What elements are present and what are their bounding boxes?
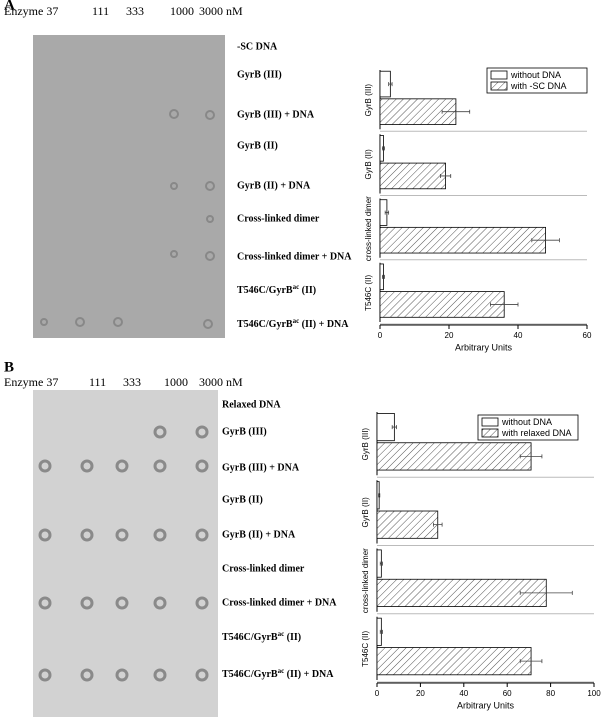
lane-label: 111 bbox=[92, 4, 109, 18]
bar bbox=[376, 647, 532, 676]
error-bar bbox=[531, 238, 560, 243]
error-bar bbox=[490, 302, 519, 307]
row-label: GyrB (III) bbox=[237, 69, 282, 80]
row-label-tail: (II) bbox=[284, 632, 301, 643]
x-tick-label: 40 bbox=[459, 689, 468, 698]
legend-label: without DNA bbox=[510, 70, 561, 80]
bar bbox=[376, 510, 439, 539]
legend-label: with -SC DNA bbox=[510, 81, 567, 91]
row-label: GyrB (II) + DNA bbox=[222, 529, 296, 540]
bar bbox=[379, 291, 505, 318]
error-bar bbox=[382, 274, 385, 279]
row-label: T546C/GyrBac (II) + DNA bbox=[237, 317, 349, 331]
legend-label: without DNA bbox=[501, 417, 552, 427]
bar bbox=[376, 413, 395, 442]
lane-label: 3000 nM bbox=[199, 375, 243, 389]
row-label: Cross-linked dimer bbox=[222, 563, 305, 574]
row-label-tail: (II) bbox=[299, 285, 316, 296]
lane-label: Enzyme 37 bbox=[4, 375, 58, 389]
category-label: cross-linked dimer bbox=[364, 196, 373, 261]
panel-label: B bbox=[4, 359, 14, 375]
lane-label: 333 bbox=[123, 375, 141, 389]
legend-swatch bbox=[481, 428, 499, 438]
row-label: T546C/GyrBac (II) bbox=[237, 283, 316, 297]
row-label: GyrB (III) + DNA bbox=[222, 462, 300, 473]
panel-label: A bbox=[4, 0, 15, 13]
x-tick-label: 0 bbox=[378, 331, 383, 340]
row-label-text: T546C/GyrB bbox=[222, 632, 278, 643]
error-bar bbox=[519, 659, 543, 664]
error-bar bbox=[441, 109, 471, 114]
lane-label: Enzyme 37 bbox=[4, 4, 58, 18]
row-label: GyrB (III) + DNA bbox=[237, 109, 315, 120]
category-label: T546C (II) bbox=[361, 631, 370, 667]
blot-dots bbox=[40, 109, 215, 329]
bar bbox=[379, 162, 446, 190]
row-label: GyrB (III) bbox=[222, 426, 267, 437]
category-label: T546C (II) bbox=[364, 275, 373, 311]
category-label: GyrB (II) bbox=[361, 497, 370, 528]
x-tick-label: 20 bbox=[416, 689, 425, 698]
row-label-text: T546C/GyrB bbox=[237, 285, 293, 296]
x-tick-label: 60 bbox=[583, 331, 592, 340]
legend-label: with relaxed DNA bbox=[501, 428, 572, 438]
category-label: GyrB (III) bbox=[361, 428, 370, 461]
category-label: cross-linked dimer bbox=[361, 548, 370, 613]
lane-label: 111 bbox=[89, 375, 106, 389]
bar bbox=[379, 226, 547, 254]
error-bar bbox=[378, 493, 381, 498]
lane-label: 333 bbox=[126, 4, 144, 18]
bar bbox=[376, 578, 547, 607]
error-bar bbox=[433, 522, 443, 527]
row-label: Relaxed DNA bbox=[222, 399, 281, 410]
lane-label: 1000 bbox=[164, 375, 188, 389]
row-label: T546C/GyrBac (II) + DNA bbox=[222, 667, 334, 681]
x-tick-label: 100 bbox=[587, 689, 601, 698]
row-label: GyrB (II) bbox=[222, 494, 263, 505]
legend-swatch bbox=[490, 81, 508, 91]
error-bar bbox=[519, 454, 543, 459]
x-tick-label: 40 bbox=[514, 331, 523, 340]
error-bar bbox=[388, 82, 393, 87]
error-bar bbox=[439, 173, 452, 178]
row-label-sup: ac bbox=[293, 283, 300, 291]
blot-membrane bbox=[33, 390, 218, 717]
row-label: GyrB (II) + DNA bbox=[237, 180, 311, 191]
error-bar bbox=[379, 561, 383, 566]
category-label: GyrB (II) bbox=[364, 149, 373, 180]
blot-membrane bbox=[33, 35, 225, 338]
error-bar bbox=[379, 629, 383, 634]
x-tick-label: 20 bbox=[445, 331, 454, 340]
row-label-sup: ac bbox=[278, 630, 285, 638]
error-bar bbox=[384, 210, 390, 215]
x-tick-label: 80 bbox=[546, 689, 555, 698]
row-label: Cross-linked dimer + DNA bbox=[222, 597, 337, 608]
error-bar bbox=[382, 146, 385, 151]
row-label-sup: ac bbox=[278, 667, 285, 675]
lane-label: 3000 nM bbox=[199, 4, 243, 18]
x-tick-label: 60 bbox=[503, 689, 512, 698]
row-label: Cross-linked dimer bbox=[237, 213, 320, 224]
row-label: GyrB (II) bbox=[237, 140, 278, 151]
row-label-text: T546C/GyrB bbox=[222, 669, 278, 680]
row-label: Cross-linked dimer + DNA bbox=[237, 251, 352, 262]
row-label-tail: (II) + DNA bbox=[299, 319, 349, 330]
legend-swatch bbox=[490, 70, 508, 80]
error-bar bbox=[391, 425, 397, 430]
row-label-tail: (II) + DNA bbox=[284, 669, 334, 680]
x-axis-label: Arbitrary Units bbox=[457, 700, 515, 710]
legend-swatch bbox=[481, 417, 499, 427]
category-label: GyrB (III) bbox=[364, 84, 373, 117]
row-label: -SC DNA bbox=[237, 41, 278, 52]
x-tick-label: 0 bbox=[375, 689, 380, 698]
x-axis-label: Arbitrary Units bbox=[455, 342, 513, 352]
error-bar bbox=[519, 590, 573, 595]
blot-dots bbox=[38, 425, 209, 682]
row-label-sup: ac bbox=[293, 317, 300, 325]
row-label: T546C/GyrBac (II) bbox=[222, 630, 301, 644]
bar bbox=[376, 442, 532, 471]
lane-label: 1000 bbox=[170, 4, 194, 18]
row-label-text: T546C/GyrB bbox=[237, 319, 293, 330]
